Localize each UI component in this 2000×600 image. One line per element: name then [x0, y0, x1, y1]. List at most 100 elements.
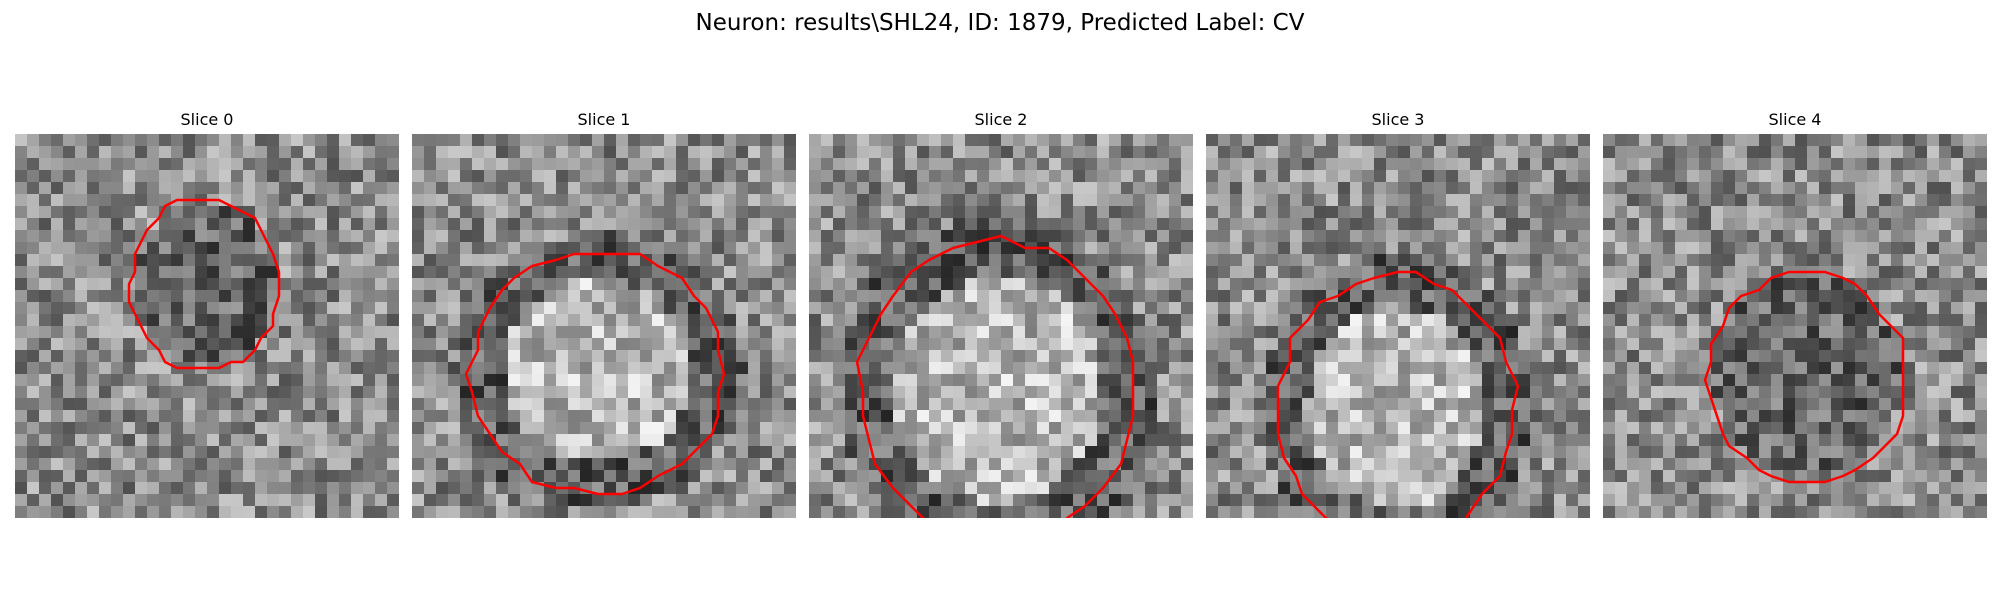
pixel	[1133, 290, 1146, 303]
pixel	[1121, 218, 1134, 231]
pixel	[881, 362, 894, 375]
pixel	[123, 470, 136, 483]
pixel	[387, 350, 399, 363]
pixel	[1855, 446, 1868, 459]
pixel	[1566, 386, 1579, 399]
pixel	[412, 422, 425, 435]
pixel	[1169, 350, 1182, 363]
pixel	[424, 278, 437, 291]
pixel	[1951, 350, 1964, 363]
pixel	[1747, 386, 1760, 399]
pixel	[1242, 398, 1255, 411]
pixel	[977, 386, 990, 399]
pixel	[159, 434, 172, 447]
pixel	[195, 218, 208, 231]
pixel	[1458, 434, 1471, 447]
pixel	[387, 266, 399, 279]
pixel	[279, 338, 292, 351]
pixel	[448, 230, 461, 243]
pixel	[243, 422, 256, 435]
pixel	[1506, 314, 1519, 327]
pixel	[1230, 218, 1243, 231]
pixel	[15, 158, 28, 171]
pixel	[1218, 386, 1231, 399]
pixel	[1266, 350, 1279, 363]
pixel	[977, 506, 990, 518]
pixel	[1169, 134, 1182, 147]
pixel	[1879, 278, 1892, 291]
pixel	[1771, 194, 1784, 207]
pixel	[1783, 326, 1796, 339]
pixel	[592, 470, 605, 483]
pixel	[448, 194, 461, 207]
pixel	[1037, 194, 1050, 207]
slice-title: Slice 3	[1371, 110, 1425, 129]
pixel	[1807, 290, 1820, 303]
pixel	[1398, 134, 1411, 147]
pixel	[1109, 422, 1122, 435]
pixel	[1434, 410, 1447, 423]
pixel	[484, 494, 497, 507]
pixel	[1061, 170, 1074, 183]
pixel	[159, 134, 172, 147]
pixel	[1843, 326, 1856, 339]
pixel	[1927, 170, 1940, 183]
pixel	[1001, 158, 1014, 171]
pixel	[1133, 278, 1146, 291]
pixel	[1759, 326, 1772, 339]
pixel	[1362, 350, 1375, 363]
pixel	[1518, 158, 1531, 171]
pixel	[1891, 386, 1904, 399]
pixel	[556, 302, 569, 315]
pixel	[375, 158, 388, 171]
pixel	[1073, 422, 1086, 435]
pixel	[1446, 374, 1459, 387]
pixel	[327, 182, 340, 195]
pixel	[508, 422, 521, 435]
pixel	[460, 506, 473, 518]
pixel	[1843, 254, 1856, 267]
pixel	[1843, 302, 1856, 315]
pixel	[1518, 266, 1531, 279]
pixel	[1422, 338, 1435, 351]
pixel	[1398, 326, 1411, 339]
pixel	[424, 350, 437, 363]
pixel	[87, 470, 100, 483]
pixel	[1675, 386, 1688, 399]
pixel	[63, 374, 76, 387]
pixel	[1350, 410, 1363, 423]
pixel	[520, 218, 533, 231]
pixel	[1831, 278, 1844, 291]
pixel	[905, 482, 918, 495]
pixel	[953, 314, 966, 327]
pixel	[27, 206, 40, 219]
pixel	[1627, 290, 1640, 303]
pixel	[460, 302, 473, 315]
pixel	[748, 182, 761, 195]
pixel	[989, 194, 1002, 207]
pixel	[315, 254, 328, 267]
pixel	[1639, 194, 1652, 207]
pixel	[327, 206, 340, 219]
pixel	[436, 506, 449, 518]
pixel	[1759, 374, 1772, 387]
pixel	[736, 386, 749, 399]
pixel	[664, 230, 677, 243]
pixel	[1338, 218, 1351, 231]
pixel	[1001, 242, 1014, 255]
pixel	[207, 218, 220, 231]
pixel	[1338, 362, 1351, 375]
pixel	[1410, 302, 1423, 315]
pixel	[1639, 182, 1652, 195]
pixel	[1350, 374, 1363, 387]
pixel	[51, 494, 64, 507]
pixel	[977, 278, 990, 291]
pixel	[592, 338, 605, 351]
pixel	[1903, 398, 1916, 411]
pixel	[219, 326, 232, 339]
pixel	[1494, 170, 1507, 183]
pixel	[424, 434, 437, 447]
pixel	[688, 470, 701, 483]
pixel	[363, 278, 376, 291]
pixel	[1687, 134, 1700, 147]
